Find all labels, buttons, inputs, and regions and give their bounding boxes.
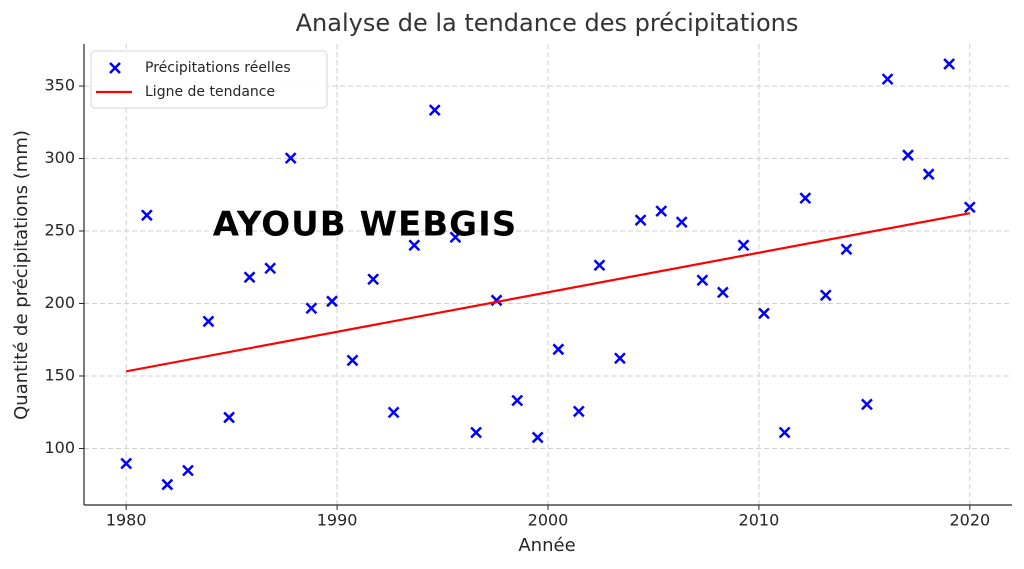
point	[778, 426, 791, 439]
point	[902, 149, 914, 162]
legend: Précipitations réelles Ligne de tendance	[90, 50, 328, 109]
point	[716, 286, 729, 299]
point	[511, 394, 524, 407]
point	[305, 302, 318, 315]
point	[593, 259, 606, 272]
legend-label: Ligne de tendance	[145, 84, 275, 100]
point	[572, 405, 585, 418]
legend-label: Précipitations réelles	[145, 60, 291, 76]
point	[161, 478, 174, 491]
plot-area	[120, 58, 976, 491]
point	[428, 104, 441, 116]
point	[799, 192, 812, 204]
y-axis-label: Quantité de précipitations (mm)	[11, 130, 32, 420]
y-tick-label: 200	[44, 293, 75, 312]
x-tick-label: 2000	[528, 511, 569, 530]
point	[675, 216, 688, 229]
legend-marker	[109, 62, 121, 74]
point	[346, 354, 359, 367]
x-tick-label: 2010	[739, 511, 780, 530]
point	[449, 231, 462, 244]
legend-box	[90, 50, 328, 109]
x-tick-label: 1990	[317, 511, 358, 530]
point	[655, 205, 668, 218]
y-tick-label: 150	[44, 365, 75, 384]
point	[819, 289, 832, 302]
point	[634, 214, 647, 227]
point	[367, 273, 380, 286]
point	[326, 295, 338, 308]
y-tick-label: 100	[44, 438, 75, 457]
x-axis-label: Année	[518, 535, 575, 556]
x-tick-label: 2020	[949, 511, 990, 530]
watermark: AYOUB WEBGIS	[213, 205, 517, 245]
point	[861, 398, 873, 411]
point	[696, 274, 709, 287]
point	[284, 152, 297, 164]
point	[470, 426, 482, 439]
point	[140, 209, 153, 222]
point	[223, 411, 235, 424]
point	[614, 352, 626, 365]
point	[943, 58, 956, 70]
point	[552, 343, 565, 356]
y-tick-label: 350	[44, 76, 75, 95]
point	[243, 271, 256, 284]
x-tick-label: 1980	[106, 511, 147, 530]
point	[758, 307, 770, 320]
point	[531, 431, 544, 444]
point	[881, 73, 894, 85]
point	[120, 457, 133, 470]
y-tick-label: 250	[44, 221, 75, 240]
point	[387, 406, 400, 419]
grid	[84, 44, 1012, 505]
point	[922, 168, 935, 181]
point	[840, 243, 853, 256]
trend-line	[125, 212, 971, 373]
y-tick-label: 300	[44, 148, 75, 167]
point	[202, 315, 215, 328]
point	[264, 262, 277, 275]
chart-title: Analyse de la tendance des précipitation…	[296, 9, 799, 37]
point	[408, 239, 421, 252]
point	[963, 201, 976, 214]
point	[182, 464, 194, 477]
point	[737, 239, 750, 252]
